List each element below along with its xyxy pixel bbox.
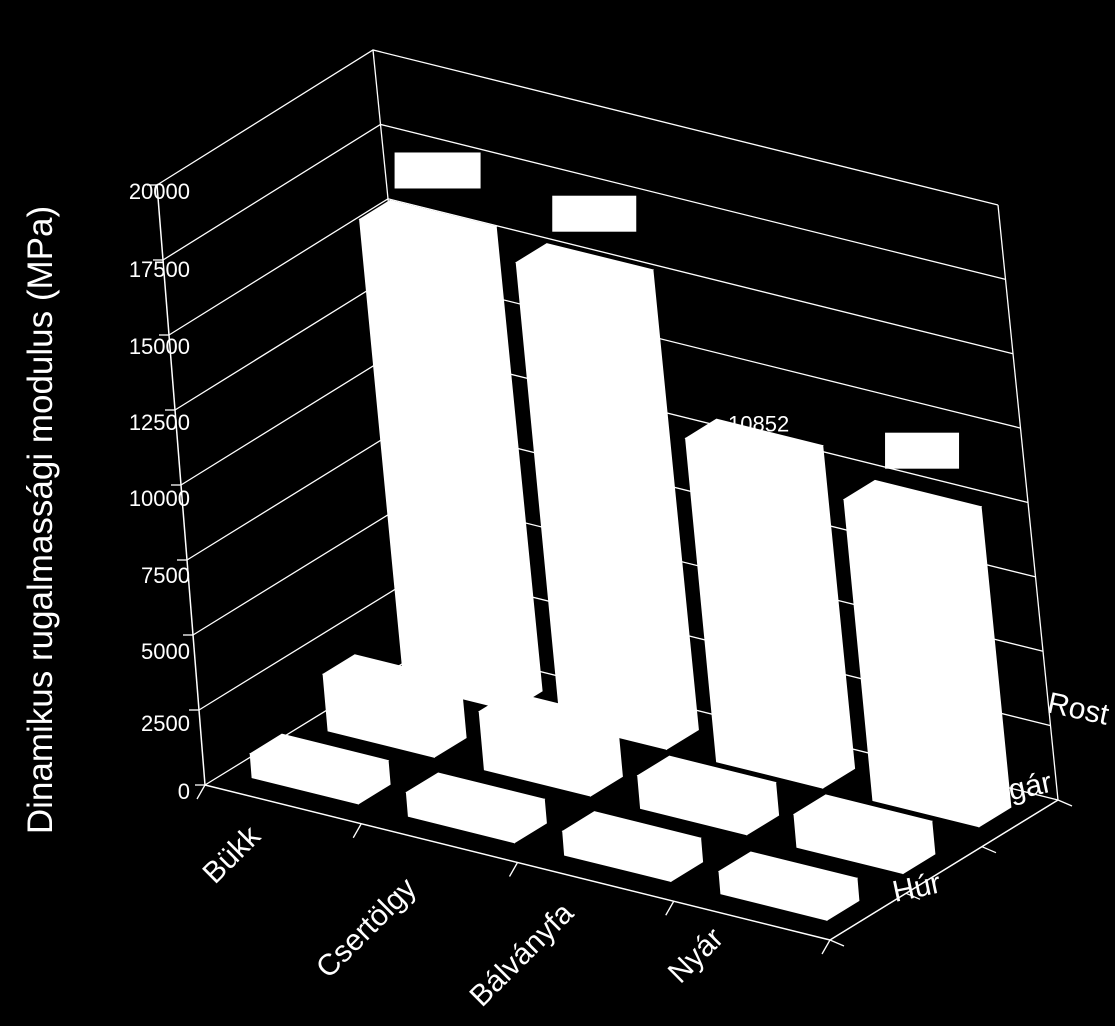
y-axis-label: Dinamikus rugalmassági modulus (MPa) [21, 206, 60, 834]
bar-sugar-bukk [321, 654, 467, 758]
x-tick-mark [196, 784, 206, 800]
depth-tick-mark [829, 939, 845, 947]
y-axis-line [156, 184, 206, 786]
x-category-csertolgy: Csertölgy [310, 872, 423, 985]
x-tick-mark [821, 939, 831, 955]
depth-tick-mark [905, 892, 921, 900]
x-category-bukk: Bükk [196, 819, 267, 890]
x-tick-mark [508, 862, 519, 877]
bar-rost-csertolgy [515, 243, 699, 751]
x-tick-mark [352, 823, 362, 839]
bar-rost-bukk [358, 199, 543, 712]
bar-hur-nyar [717, 851, 860, 921]
bar-rost-balvanyfa [684, 418, 856, 789]
y-tick-5000: 5000 [141, 639, 190, 664]
gridline-20000 [156, 49, 999, 206]
data-label-box-csertolgy [552, 195, 637, 232]
y-tick-2500: 2500 [141, 711, 190, 736]
bars [249, 199, 1012, 921]
depth-tick-mark [981, 846, 997, 854]
depth-tick-mark [1057, 799, 1073, 807]
x-tick-mark [665, 900, 675, 916]
back-right-line [997, 204, 1059, 801]
x-category-nyar: Nyár [662, 922, 730, 990]
bar-sugar-nyar [792, 794, 936, 875]
y-tick-20000: 20000 [129, 179, 190, 204]
depth-category-rost: Rost [1045, 687, 1113, 732]
bar-rost-nyar [842, 479, 1012, 828]
data-label-box-bukk [394, 152, 481, 189]
y-axis-ticks: 0 2500 5000 7500 10000 12500 15000 17500… [129, 179, 190, 804]
x-category-balvanyfa: Bálványfa [463, 896, 580, 1013]
bar-sugar-csertolgy [478, 691, 623, 797]
data-label-box-nyar [885, 432, 960, 469]
y-tick-15000: 15000 [129, 334, 190, 359]
bar-sugar-balvanyfa [636, 755, 780, 836]
y-tick-0: 0 [178, 779, 190, 804]
data-label-balvanyfa: 10852 [728, 412, 789, 437]
bar-hur-bukk [249, 733, 391, 805]
y-tick-7500: 7500 [141, 563, 190, 588]
depth-category-hur: Húr [890, 867, 944, 909]
y-tick-12500: 12500 [129, 410, 190, 435]
y-tick-17500: 17500 [129, 257, 190, 282]
bar-hur-csertolgy [405, 772, 547, 844]
bar-hur-balvanyfa [561, 811, 704, 883]
data-labels: 10852 [394, 152, 960, 469]
depth-axis-line [829, 799, 1059, 941]
y-tick-10000: 10000 [129, 486, 190, 511]
